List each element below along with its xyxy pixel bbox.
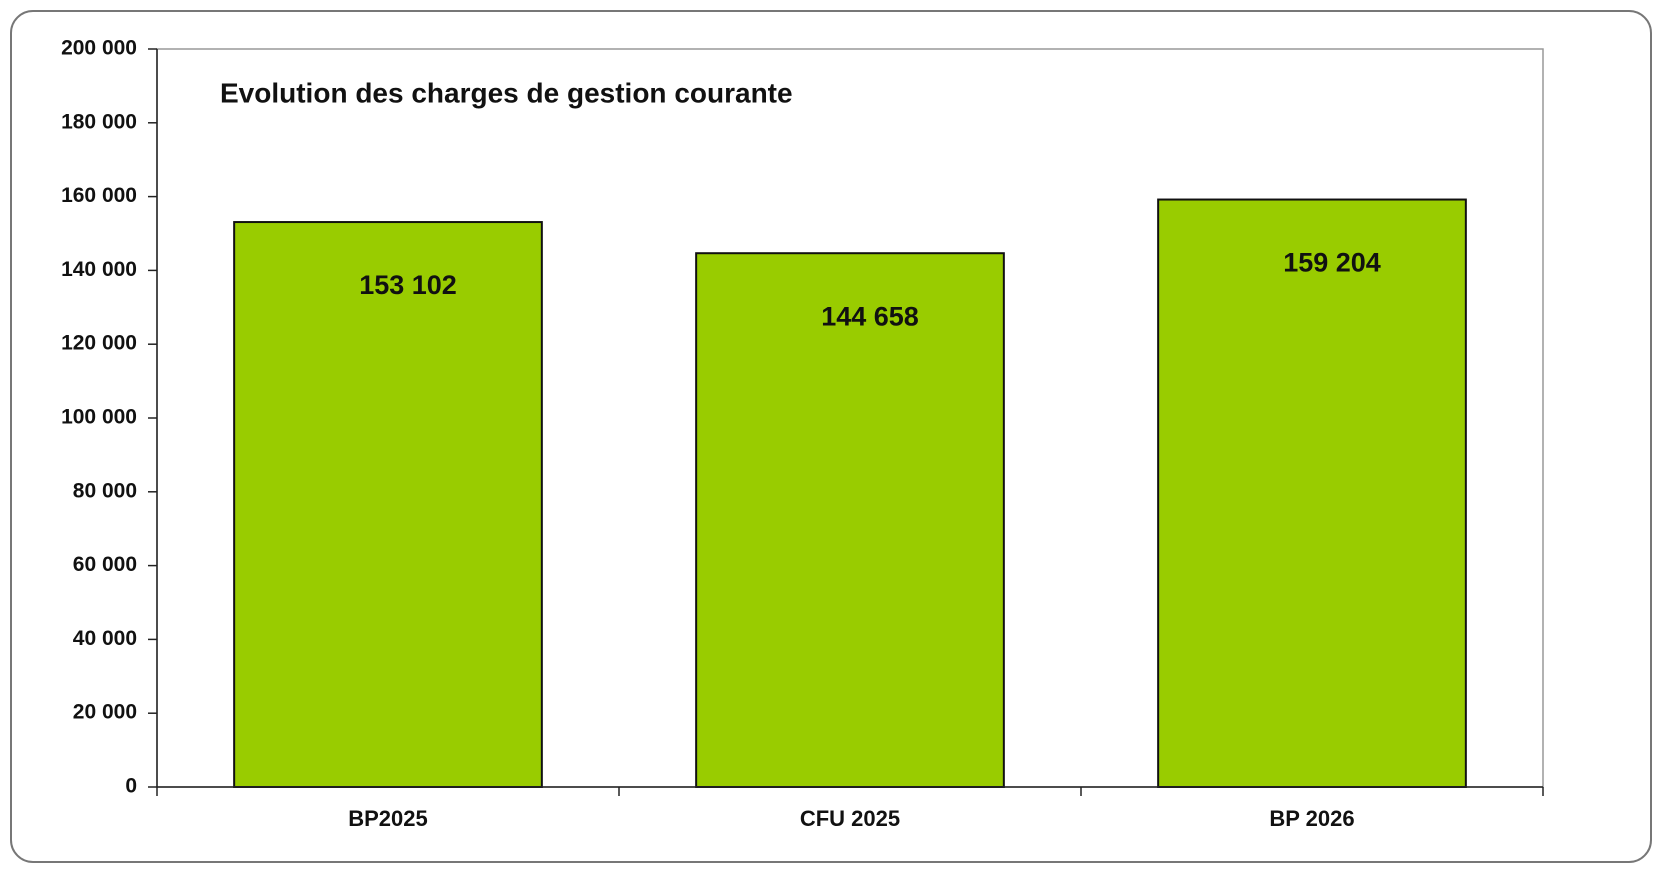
y-tick-label: 160 000 [61, 184, 137, 207]
bar [695, 252, 1005, 788]
x-tick-label: BP 2026 [1269, 806, 1354, 831]
x-tick-label: BP2025 [348, 806, 428, 831]
y-tick-label: 0 [125, 775, 137, 798]
chart-title: Evolution des charges de gestion courant… [220, 77, 793, 108]
y-tick-label: 180 000 [61, 110, 137, 133]
value-label: 159 204 [1283, 248, 1381, 278]
y-tick-label: 200 000 [61, 37, 137, 60]
bar [1157, 198, 1467, 789]
x-tick-label: CFU 2025 [800, 806, 900, 831]
y-tick-label: 40 000 [73, 627, 137, 650]
y-tick-label: 80 000 [73, 479, 137, 502]
y-tick-label: 60 000 [73, 553, 137, 576]
value-label: 144 658 [821, 301, 919, 331]
y-tick-label: 100 000 [61, 406, 137, 429]
y-tick-label: 140 000 [61, 258, 137, 281]
bar [233, 221, 543, 788]
value-label: 153 102 [359, 270, 457, 300]
y-tick-label: 20 000 [73, 701, 137, 724]
y-tick-label: 120 000 [61, 332, 137, 355]
